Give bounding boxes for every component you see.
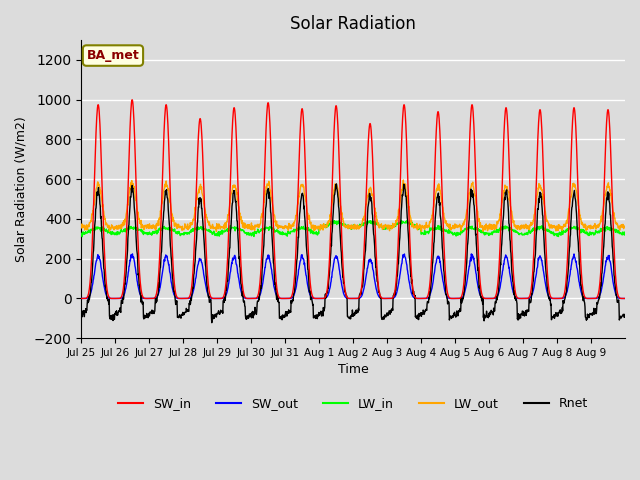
LW_in	[482, 230, 490, 236]
Rnet	[329, 221, 337, 227]
Line: SW_in: SW_in	[81, 100, 625, 299]
LW_out	[163, 178, 170, 184]
LW_out	[399, 177, 407, 183]
Rnet	[77, 311, 85, 316]
Rnet	[339, 274, 347, 279]
SW_out	[621, 296, 628, 301]
SW_out	[163, 253, 170, 259]
SW_out	[129, 251, 136, 257]
LW_out	[621, 223, 628, 229]
Rnet	[208, 320, 216, 325]
SW_in	[614, 292, 621, 298]
Rnet	[333, 181, 340, 187]
LW_out	[339, 216, 347, 221]
Line: LW_out: LW_out	[81, 180, 625, 231]
SW_in	[128, 97, 136, 103]
SW_in	[481, 296, 489, 301]
Rnet	[621, 312, 628, 317]
LW_in	[339, 221, 347, 227]
SW_out	[561, 294, 569, 300]
Rnet	[482, 315, 490, 321]
Text: BA_met: BA_met	[86, 49, 140, 62]
SW_out	[614, 295, 621, 300]
SW_in	[621, 296, 628, 301]
LW_in	[561, 228, 569, 234]
LW_out	[329, 198, 337, 204]
SW_out	[329, 268, 337, 274]
SW_out	[339, 287, 347, 293]
LW_in	[614, 230, 622, 236]
Line: Rnet: Rnet	[81, 184, 625, 323]
SW_in	[329, 171, 337, 177]
LW_in	[330, 218, 338, 224]
LW_out	[77, 224, 85, 229]
SW_out	[77, 296, 85, 301]
SW_in	[163, 103, 170, 108]
SW_in	[339, 259, 347, 264]
Rnet	[614, 298, 622, 304]
Line: SW_out: SW_out	[81, 254, 625, 299]
LW_out	[614, 225, 622, 231]
Legend: SW_in, SW_out, LW_in, LW_out, Rnet: SW_in, SW_out, LW_in, LW_out, Rnet	[113, 392, 593, 415]
LW_in	[621, 229, 628, 235]
Rnet	[561, 295, 569, 301]
LW_in	[329, 221, 337, 227]
LW_out	[212, 228, 220, 234]
Rnet	[163, 191, 170, 197]
SW_in	[561, 289, 569, 295]
X-axis label: Time: Time	[338, 363, 369, 376]
SW_in	[77, 296, 85, 301]
LW_out	[482, 224, 490, 230]
Y-axis label: Solar Radiation (W/m2): Solar Radiation (W/m2)	[15, 116, 28, 262]
LW_out	[561, 221, 569, 227]
Title: Solar Radiation: Solar Radiation	[290, 15, 416, 33]
SW_out	[481, 296, 489, 301]
LW_in	[78, 234, 86, 240]
LW_in	[163, 225, 170, 231]
LW_in	[77, 230, 85, 236]
Line: LW_in: LW_in	[81, 221, 625, 237]
